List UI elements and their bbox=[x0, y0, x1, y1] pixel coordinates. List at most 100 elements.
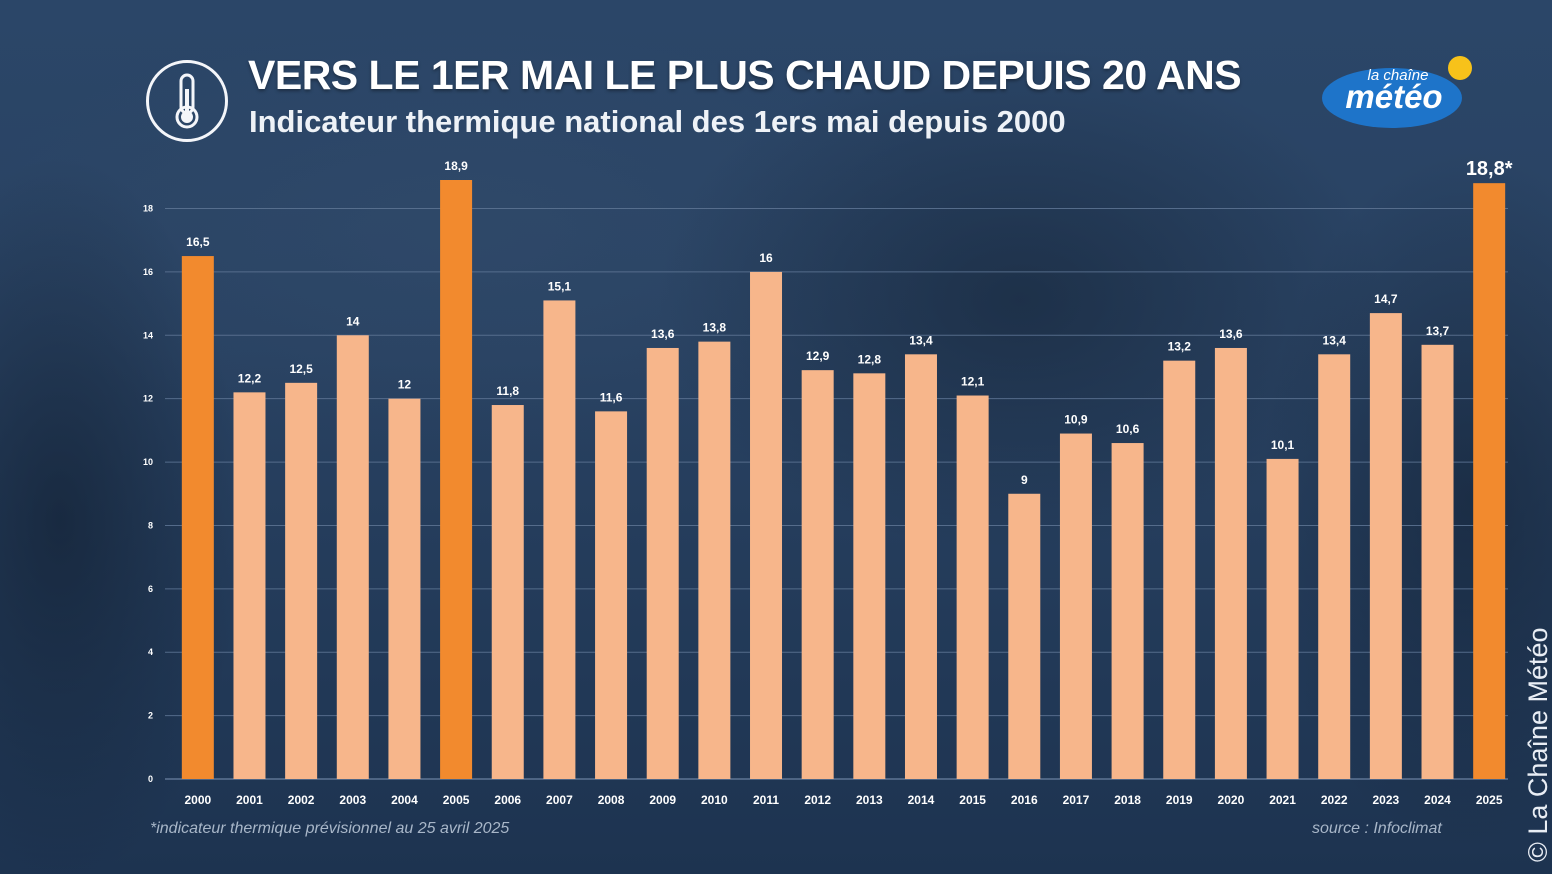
bar bbox=[595, 411, 628, 779]
bar bbox=[233, 392, 266, 779]
x-tick-label: 2005 bbox=[443, 793, 470, 807]
y-tick-label: 18 bbox=[143, 204, 153, 214]
logo-cloud bbox=[1322, 68, 1462, 128]
x-tick-label: 2011 bbox=[753, 793, 779, 807]
value-label: 11,6 bbox=[600, 390, 623, 404]
value-label: 12,9 bbox=[806, 349, 830, 363]
bar bbox=[1059, 433, 1092, 779]
value-label: 10,9 bbox=[1064, 413, 1088, 427]
x-tick-label: 2020 bbox=[1218, 793, 1245, 807]
x-tick-label: 2004 bbox=[391, 793, 418, 807]
bar bbox=[543, 300, 576, 779]
y-tick-label: 14 bbox=[143, 330, 153, 340]
bar bbox=[1369, 313, 1402, 779]
value-label: 13,4 bbox=[909, 333, 933, 347]
bar bbox=[1473, 183, 1506, 779]
value-label: 13,2 bbox=[1168, 340, 1192, 354]
logo-text-top: la chaîne bbox=[1368, 67, 1429, 84]
x-tick-label: 2017 bbox=[1063, 793, 1090, 807]
value-label: 11,8 bbox=[496, 384, 519, 398]
x-tick-label: 2021 bbox=[1269, 793, 1296, 807]
value-label: 14,7 bbox=[1374, 292, 1398, 306]
bar bbox=[388, 398, 421, 779]
x-tick-label: 2002 bbox=[288, 793, 315, 807]
value-label: 18,9 bbox=[444, 159, 468, 173]
bars bbox=[181, 180, 1506, 780]
x-tick-label: 2016 bbox=[1011, 793, 1038, 807]
value-label: 12 bbox=[398, 378, 412, 392]
logo-text-main: météo bbox=[1345, 78, 1442, 115]
bar bbox=[801, 370, 834, 779]
value-label: 12,5 bbox=[289, 362, 313, 376]
y-tick-label: 10 bbox=[143, 457, 153, 467]
bar bbox=[440, 180, 473, 779]
y-tick-label: 16 bbox=[143, 267, 153, 277]
x-tick-label: 2023 bbox=[1373, 793, 1400, 807]
y-axis: 0 2 4 6 8 10 12 14 16 18 bbox=[143, 204, 153, 784]
bar bbox=[491, 405, 524, 779]
bar bbox=[1163, 360, 1196, 779]
bar bbox=[750, 271, 783, 779]
bar bbox=[956, 395, 989, 779]
value-label: 13,4 bbox=[1323, 333, 1347, 347]
thermometer-icon bbox=[146, 60, 228, 142]
y-tick-label: 12 bbox=[143, 394, 153, 404]
bar bbox=[1214, 347, 1247, 779]
x-axis: 2000 2001 2002 2003 2004 2005 2006 2007 2008 2009… bbox=[184, 793, 1502, 807]
x-tick-label: 2006 bbox=[494, 793, 521, 807]
bar bbox=[336, 335, 369, 779]
copyright-watermark: © La Chaîne Météo bbox=[1523, 627, 1552, 862]
x-tick-label: 2009 bbox=[649, 793, 676, 807]
x-tick-label: 2000 bbox=[184, 793, 211, 807]
bar bbox=[285, 382, 318, 779]
chart-title: VERS LE 1ER MAI LE PLUS CHAUD DEPUIS 20 … bbox=[248, 52, 1242, 98]
x-tick-label: 2013 bbox=[856, 793, 883, 807]
x-tick-label: 2019 bbox=[1166, 793, 1193, 807]
bar bbox=[1008, 493, 1041, 779]
footnote: *indicateur thermique prévisionnel au 25… bbox=[150, 820, 510, 837]
y-tick-label: 0 bbox=[148, 774, 153, 784]
y-tick-label: 6 bbox=[148, 584, 153, 594]
source-note: source : Infoclimat bbox=[1312, 820, 1442, 837]
value-label: 13,7 bbox=[1426, 324, 1450, 338]
value-label: 13,6 bbox=[1219, 327, 1243, 341]
value-label: 16 bbox=[759, 251, 773, 265]
y-tick-label: 2 bbox=[148, 711, 153, 721]
x-tick-label: 2022 bbox=[1321, 793, 1348, 807]
x-tick-label: 2001 bbox=[236, 793, 263, 807]
bar bbox=[853, 373, 886, 779]
x-tick-label: 2008 bbox=[598, 793, 625, 807]
la-chaine-meteo-logo: la chaîne météo bbox=[1322, 56, 1472, 128]
sun-icon bbox=[1448, 56, 1472, 80]
value-label: 10,1 bbox=[1271, 438, 1295, 452]
x-tick-label: 2014 bbox=[908, 793, 935, 807]
value-label: 10,6 bbox=[1116, 422, 1140, 436]
x-tick-label: 2010 bbox=[701, 793, 728, 807]
x-tick-label: 2025 bbox=[1476, 793, 1503, 807]
bar bbox=[698, 341, 731, 779]
chart-subtitle: Indicateur thermique national des 1ers m… bbox=[249, 104, 1066, 139]
value-label: 13,8 bbox=[703, 321, 727, 335]
x-tick-label: 2012 bbox=[804, 793, 831, 807]
y-tick-label: 4 bbox=[148, 647, 153, 657]
value-label: 12,1 bbox=[961, 375, 985, 389]
value-label: 13,6 bbox=[651, 327, 675, 341]
value-labels: 16,5 12,2 12,5 14 12 18,9 11,8 15,1 11,6 13,6 13,8… bbox=[186, 158, 1513, 487]
value-label: 16,5 bbox=[186, 235, 210, 249]
value-label: 12,8 bbox=[858, 352, 882, 366]
x-tick-label: 2024 bbox=[1424, 793, 1451, 807]
value-label: 18,8* bbox=[1466, 158, 1513, 180]
bar bbox=[181, 256, 214, 780]
bar bbox=[1111, 443, 1144, 779]
bar bbox=[1421, 344, 1454, 779]
x-tick-label: 2007 bbox=[546, 793, 573, 807]
value-label: 12,2 bbox=[238, 371, 262, 385]
bar bbox=[904, 354, 937, 779]
x-tick-label: 2018 bbox=[1114, 793, 1141, 807]
value-label: 9 bbox=[1021, 473, 1028, 487]
value-label: 15,1 bbox=[548, 279, 572, 293]
bar bbox=[646, 347, 679, 779]
x-tick-label: 2003 bbox=[339, 793, 366, 807]
value-label: 14 bbox=[346, 314, 360, 328]
